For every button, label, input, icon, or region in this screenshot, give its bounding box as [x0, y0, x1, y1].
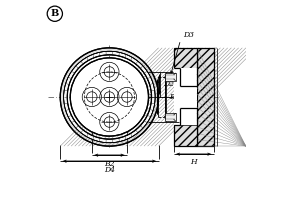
Bar [197, 48, 214, 146]
Bar [197, 48, 214, 146]
Bar [174, 68, 197, 125]
Circle shape [100, 62, 119, 82]
Bar [164, 73, 175, 81]
Circle shape [100, 113, 119, 132]
Bar [174, 125, 197, 146]
Text: B3: B3 [169, 93, 180, 101]
Circle shape [100, 87, 119, 107]
Text: B2: B2 [104, 160, 115, 168]
Bar [174, 48, 197, 68]
Circle shape [70, 58, 148, 136]
Text: D3: D3 [183, 31, 194, 39]
Bar [164, 113, 175, 121]
Circle shape [117, 87, 136, 107]
Text: D4: D4 [104, 166, 115, 174]
Circle shape [82, 87, 102, 107]
Text: H: H [190, 158, 197, 166]
Wedge shape [64, 51, 155, 143]
Text: D1: D1 [146, 93, 157, 101]
Text: B: B [51, 9, 59, 18]
Text: D2: D2 [163, 80, 174, 88]
Wedge shape [60, 48, 159, 146]
